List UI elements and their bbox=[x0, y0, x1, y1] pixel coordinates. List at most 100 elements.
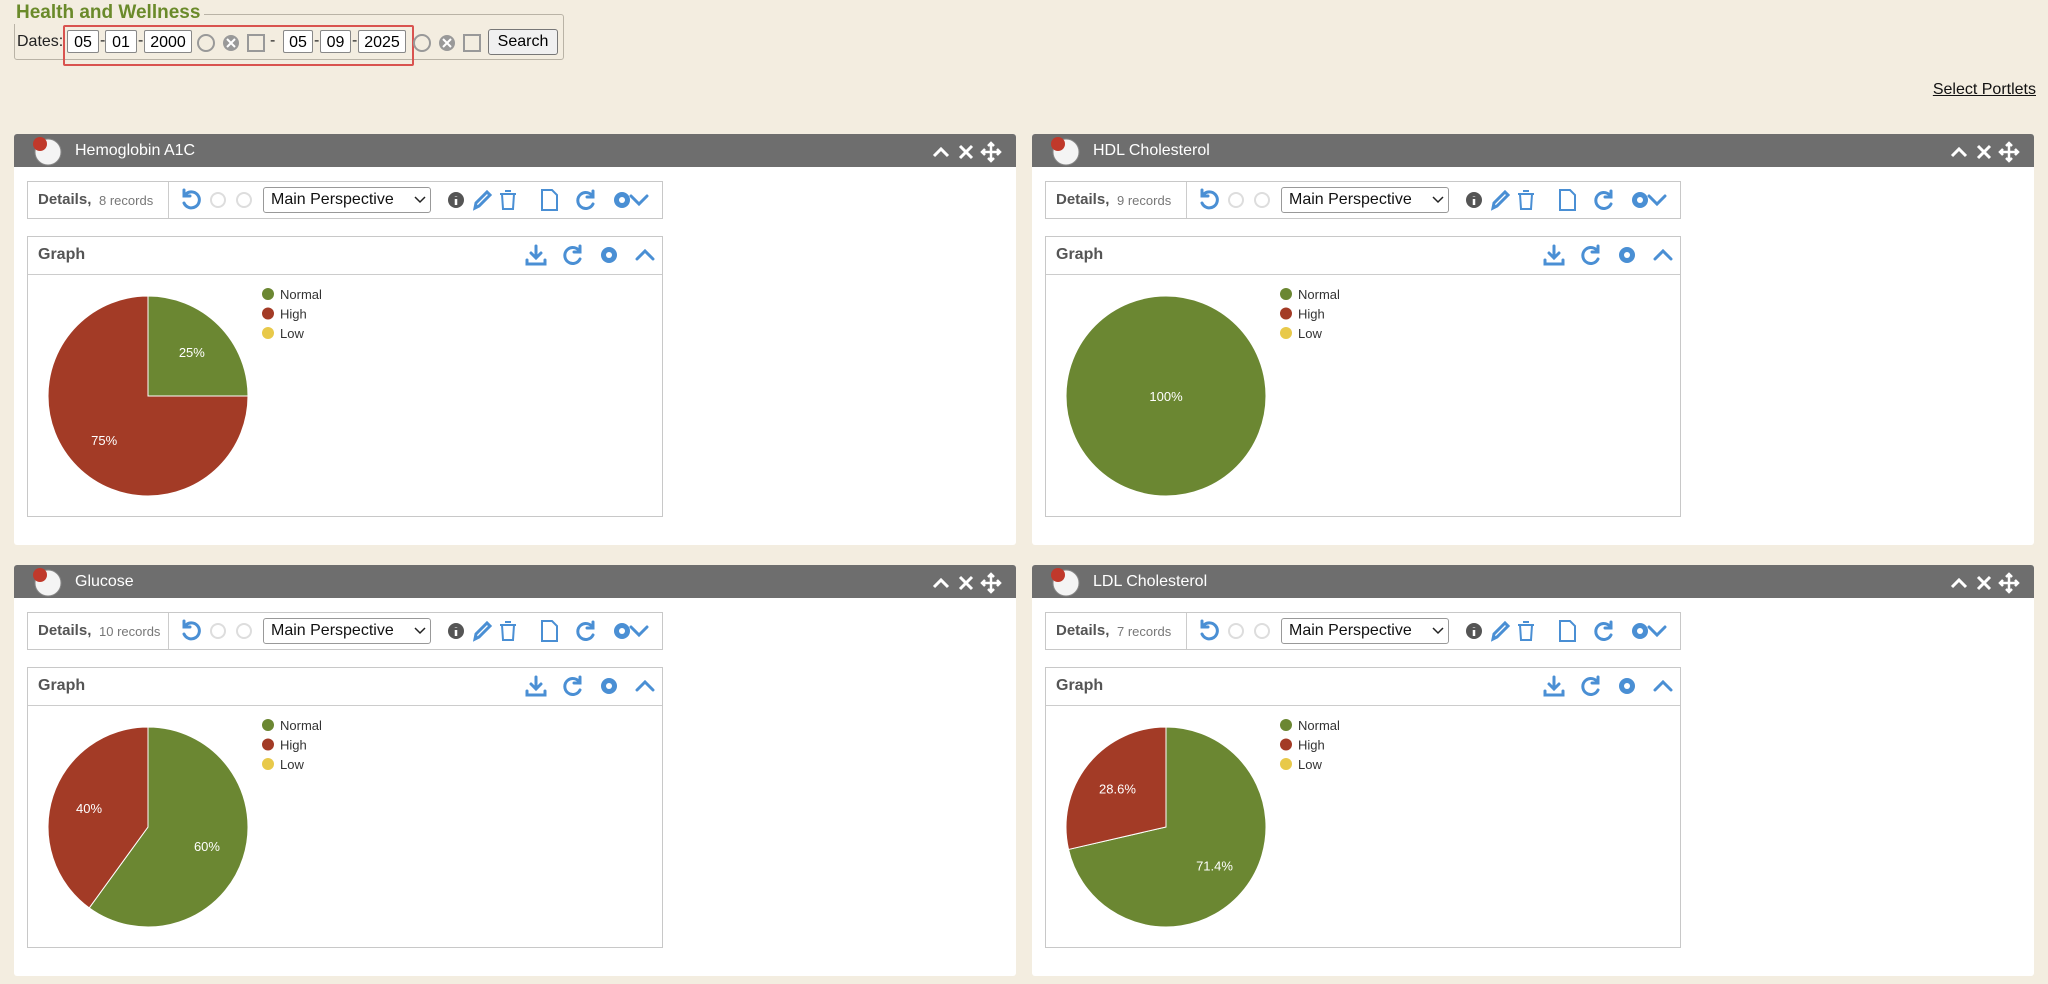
undo-icon[interactable] bbox=[182, 188, 201, 210]
clock-icon[interactable] bbox=[413, 34, 431, 52]
trash-icon[interactable] bbox=[1518, 190, 1534, 210]
chevron-up-icon[interactable] bbox=[1653, 248, 1673, 261]
chevron-down-icon[interactable] bbox=[629, 194, 649, 207]
gear-icon[interactable] bbox=[614, 623, 630, 639]
prev-icon[interactable] bbox=[1228, 192, 1244, 208]
pencil-icon[interactable] bbox=[472, 189, 493, 211]
icon-shape bbox=[236, 623, 252, 639]
end-year[interactable]: 2025 bbox=[358, 30, 406, 53]
doc-icon[interactable] bbox=[1559, 620, 1576, 642]
icon-shape bbox=[1976, 575, 1992, 591]
start-month[interactable]: 05 bbox=[67, 30, 99, 53]
chevron-up-icon[interactable] bbox=[1653, 679, 1673, 692]
info-icon[interactable] bbox=[1466, 623, 1482, 639]
perspective-select[interactable]: Main Perspective bbox=[263, 618, 431, 644]
doc-icon[interactable] bbox=[541, 189, 558, 211]
refresh-icon[interactable] bbox=[1581, 675, 1600, 696]
end-month[interactable]: 05 bbox=[283, 30, 313, 53]
chevron-up-icon[interactable] bbox=[635, 248, 655, 261]
refresh-icon[interactable] bbox=[576, 189, 595, 210]
refresh-icon[interactable] bbox=[563, 675, 582, 696]
legend-label: Normal bbox=[280, 287, 322, 302]
up-white-icon[interactable] bbox=[1950, 146, 1968, 158]
gear-icon[interactable] bbox=[601, 678, 617, 694]
chevron-down-icon[interactable] bbox=[629, 625, 649, 638]
gear-icon[interactable] bbox=[614, 192, 630, 208]
pencil-icon[interactable] bbox=[472, 620, 493, 642]
gear-icon[interactable] bbox=[1632, 623, 1648, 639]
move-icon[interactable] bbox=[1998, 141, 2020, 163]
download-icon[interactable] bbox=[525, 244, 547, 266]
legend-swatch bbox=[262, 307, 274, 320]
end-date-icons bbox=[413, 34, 481, 52]
icon-shape bbox=[932, 577, 950, 589]
refresh-icon[interactable] bbox=[563, 244, 582, 265]
download-icon[interactable] bbox=[1543, 244, 1565, 266]
graph-title: Graph bbox=[1056, 677, 1104, 694]
up-white-icon[interactable] bbox=[932, 577, 950, 589]
end-day[interactable]: 09 bbox=[320, 30, 351, 53]
move-icon[interactable] bbox=[980, 141, 1002, 163]
calendar-icon[interactable] bbox=[463, 34, 481, 52]
gear-icon[interactable] bbox=[1632, 192, 1648, 208]
prev-icon[interactable] bbox=[210, 623, 226, 639]
next-icon[interactable] bbox=[1254, 192, 1270, 208]
info-icon[interactable] bbox=[448, 623, 464, 639]
chevron-down-icon[interactable] bbox=[1647, 194, 1667, 207]
trash-icon[interactable] bbox=[500, 621, 516, 641]
next-icon[interactable] bbox=[236, 623, 252, 639]
close-icon[interactable] bbox=[958, 575, 974, 591]
calendar-icon[interactable] bbox=[247, 34, 265, 52]
refresh-icon[interactable] bbox=[576, 620, 595, 641]
up-white-icon[interactable] bbox=[1950, 577, 1968, 589]
select-portlets-link[interactable]: Select Portlets bbox=[1932, 81, 2036, 98]
select-arrow bbox=[414, 627, 426, 635]
icon-shape bbox=[606, 683, 612, 689]
prev-icon[interactable] bbox=[1228, 623, 1244, 639]
chevron-up-icon[interactable] bbox=[635, 679, 655, 692]
download-icon[interactable] bbox=[525, 675, 547, 697]
doc-icon[interactable] bbox=[541, 620, 558, 642]
move-icon[interactable] bbox=[1998, 572, 2020, 594]
icon-shape bbox=[1998, 141, 2020, 163]
clock-icon[interactable] bbox=[197, 34, 215, 52]
download-icon[interactable] bbox=[1543, 675, 1565, 697]
legend-swatch bbox=[262, 738, 274, 751]
refresh-icon[interactable] bbox=[1581, 244, 1600, 265]
doc-icon[interactable] bbox=[1559, 189, 1576, 211]
info-icon[interactable] bbox=[448, 192, 464, 208]
trash-icon[interactable] bbox=[500, 190, 516, 210]
clear-x bbox=[442, 38, 452, 48]
icon-shape bbox=[980, 141, 1002, 163]
perspective-select[interactable]: Main Perspective bbox=[1281, 187, 1449, 213]
undo-icon[interactable] bbox=[1200, 619, 1219, 641]
next-icon[interactable] bbox=[236, 192, 252, 208]
start-year[interactable]: 2000 bbox=[144, 30, 192, 53]
up-white-icon[interactable] bbox=[932, 146, 950, 158]
perspective-select[interactable]: Main Perspective bbox=[263, 187, 431, 213]
next-icon[interactable] bbox=[1254, 623, 1270, 639]
gear-icon[interactable] bbox=[1619, 247, 1635, 263]
info-icon[interactable] bbox=[1466, 192, 1482, 208]
trash-icon[interactable] bbox=[1518, 621, 1534, 641]
close-icon[interactable] bbox=[958, 144, 974, 160]
close-icon[interactable] bbox=[1976, 575, 1992, 591]
move-icon[interactable] bbox=[980, 572, 1002, 594]
refresh-icon[interactable] bbox=[1594, 189, 1613, 210]
chevron-down-icon[interactable] bbox=[1647, 625, 1667, 638]
refresh-icon[interactable] bbox=[1594, 620, 1613, 641]
undo-icon[interactable] bbox=[182, 619, 201, 641]
gear-icon[interactable] bbox=[601, 247, 617, 263]
undo-icon[interactable] bbox=[1200, 188, 1219, 210]
close-icon[interactable] bbox=[1976, 144, 1992, 160]
search-button[interactable]: Search bbox=[488, 29, 558, 55]
perspective-select[interactable]: Main Perspective bbox=[1281, 618, 1449, 644]
prev-icon[interactable] bbox=[210, 192, 226, 208]
pencil-icon[interactable] bbox=[1490, 189, 1511, 211]
icon-shape bbox=[576, 620, 595, 641]
gear-icon[interactable] bbox=[1619, 678, 1635, 694]
pencil-icon[interactable] bbox=[1490, 620, 1511, 642]
icon-shape bbox=[629, 194, 649, 207]
start-day[interactable]: 01 bbox=[105, 30, 137, 53]
select-arrow-shape bbox=[1432, 196, 1444, 204]
